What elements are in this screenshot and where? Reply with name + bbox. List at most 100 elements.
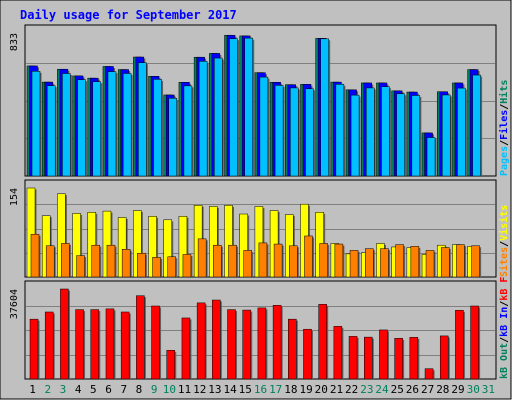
- bar-sites: [289, 245, 298, 278]
- bar-kb-f: [303, 328, 312, 380]
- bar-pages: [472, 74, 481, 177]
- bar-sites: [167, 256, 176, 278]
- x-tick-label: 28: [436, 383, 449, 396]
- bar-sites: [304, 235, 313, 278]
- bar-kb-f: [29, 318, 39, 380]
- bar-pages: [320, 38, 329, 177]
- legend-separator: /: [499, 140, 510, 146]
- x-tick-label: 31: [482, 383, 495, 396]
- x-tick-label: 14: [223, 383, 237, 396]
- bar-pages: [183, 85, 193, 177]
- bar-sites: [273, 243, 283, 278]
- bar-kb-f: [272, 305, 282, 380]
- bar-sites: [30, 233, 40, 278]
- bar-pages: [229, 38, 238, 177]
- bar-pages: [457, 87, 466, 177]
- bar-sites: [45, 245, 55, 278]
- y-max-label: 833: [9, 33, 20, 51]
- legend-entry: Files: [498, 110, 510, 140]
- bar-pages: [396, 93, 405, 177]
- bar-kb-f: [257, 307, 267, 380]
- bar-pages: [441, 94, 451, 177]
- x-tick-label: 30: [467, 383, 480, 396]
- x-tick-label: 6: [105, 383, 112, 396]
- bar-pages: [77, 79, 86, 177]
- bar-pages: [259, 76, 269, 177]
- bar-pages: [244, 37, 253, 177]
- bar-sites: [471, 245, 480, 278]
- x-tick-label: 7: [120, 383, 127, 396]
- x-tick-label: 4: [75, 383, 82, 396]
- legend: Sites/Visits: [498, 205, 510, 277]
- bar-pages: [214, 57, 223, 177]
- bar-sites: [91, 244, 101, 278]
- bar-sites: [243, 250, 252, 278]
- legend-entry: Visits: [498, 205, 510, 241]
- bar-pages: [426, 137, 436, 177]
- bar-pages: [305, 88, 314, 177]
- bar-kb-f: [196, 302, 206, 380]
- bar-pages: [411, 95, 421, 177]
- bar-sites: [395, 244, 404, 278]
- x-tick-label: 13: [208, 383, 221, 396]
- bar-sites: [425, 250, 435, 278]
- bar-pages: [31, 71, 41, 177]
- bar-kb-f: [75, 309, 84, 380]
- bar-sites: [182, 254, 192, 278]
- bar-sites: [137, 253, 146, 278]
- panel-visits-sites: 154 Sites/Visits: [9, 179, 510, 278]
- bar-sites: [76, 255, 85, 278]
- chart-title: Daily usage for September 2017: [20, 8, 237, 22]
- legend-entry: Pages: [499, 146, 510, 176]
- bar-sites: [410, 246, 420, 278]
- x-tick-label: 20: [315, 383, 328, 396]
- bar-kb-f: [333, 326, 343, 380]
- bar-kb-f: [227, 309, 236, 380]
- bar-sites: [258, 242, 268, 278]
- bar-kb-f: [44, 311, 54, 380]
- bar-pages: [62, 73, 71, 177]
- bar-kb-f: [470, 305, 479, 380]
- legend: Pages/Files/Hits: [498, 80, 510, 176]
- bar-kb-f: [288, 318, 297, 380]
- chart-panels: 833Pages/Files/Hits154Sites/Visits37604k…: [9, 24, 510, 396]
- bar-pages: [107, 71, 117, 177]
- x-tick-label: 5: [90, 383, 97, 396]
- bar-pages: [138, 62, 147, 177]
- bar-kb-f: [105, 308, 115, 380]
- bar-sites: [440, 247, 450, 278]
- bar-kb-f: [120, 311, 130, 380]
- legend-entry: kB Out: [499, 343, 510, 379]
- x-tick-label: 27: [421, 383, 434, 396]
- bar-kb-f: [379, 329, 388, 380]
- legend-separator: /: [499, 337, 510, 343]
- bar-kb-f: [394, 338, 403, 380]
- bar-sites: [334, 243, 344, 278]
- bar-pages: [92, 81, 102, 177]
- bar-sites: [349, 250, 359, 278]
- bar-kb-f: [318, 304, 327, 380]
- x-tick-label: 19: [299, 383, 312, 396]
- x-tick-label: 1: [29, 383, 36, 396]
- bar-kb-f: [151, 305, 160, 380]
- bar-pages: [290, 87, 299, 177]
- x-tick-label: 18: [284, 383, 297, 396]
- x-tick-label: 26: [406, 383, 419, 396]
- legend-entry: Hits: [498, 80, 510, 104]
- bar-pages: [122, 73, 132, 177]
- bar-pages: [381, 86, 390, 177]
- bar-sites: [121, 249, 131, 278]
- bar-pages: [168, 97, 177, 177]
- y-max-label: 154: [9, 188, 20, 206]
- legend-entry: kB In: [499, 307, 510, 337]
- legend-separator: /: [499, 301, 510, 307]
- x-tick-label: 24: [375, 383, 389, 396]
- x-tick-label: 8: [136, 383, 143, 396]
- bar-sites: [106, 244, 116, 278]
- bar-kb-f: [439, 335, 449, 380]
- bar-kb-f: [409, 337, 419, 380]
- x-tick-label: 17: [269, 383, 282, 396]
